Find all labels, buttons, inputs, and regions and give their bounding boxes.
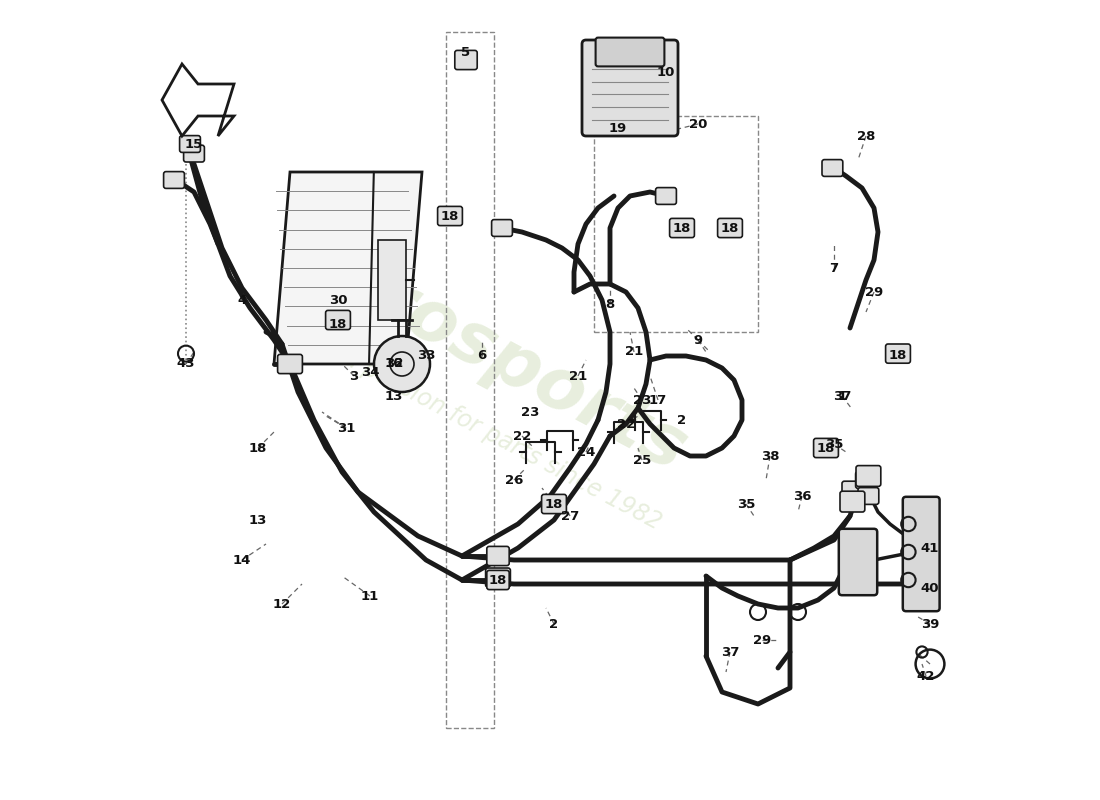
Text: 33: 33 [417,350,436,362]
Text: 37: 37 [720,646,739,658]
Polygon shape [274,172,422,364]
Text: 29: 29 [752,634,771,646]
FancyBboxPatch shape [184,145,205,162]
FancyBboxPatch shape [717,218,743,238]
Text: 31: 31 [337,422,355,434]
Text: 14: 14 [233,554,251,566]
FancyBboxPatch shape [595,38,664,66]
FancyBboxPatch shape [814,438,838,458]
Text: 18: 18 [817,442,835,454]
Text: 28: 28 [857,130,876,142]
Text: 15: 15 [185,138,204,150]
Text: 18: 18 [544,498,563,510]
Text: 21: 21 [569,370,587,382]
FancyBboxPatch shape [541,494,567,514]
FancyBboxPatch shape [492,219,513,237]
Text: 18: 18 [889,350,908,362]
FancyBboxPatch shape [839,529,877,595]
Text: 18: 18 [488,574,507,586]
Text: 22: 22 [513,430,531,442]
FancyBboxPatch shape [326,310,351,330]
Text: 8: 8 [605,298,615,310]
Text: 25: 25 [632,454,651,466]
Text: a passion for parts since 1982: a passion for parts since 1982 [339,346,666,534]
Text: 30: 30 [329,294,348,306]
Text: 35: 35 [737,498,756,510]
Text: 16: 16 [385,358,404,370]
Text: 41: 41 [921,542,939,554]
Text: 26: 26 [505,474,524,486]
FancyBboxPatch shape [656,187,676,204]
Bar [378,240,406,320]
Bar [594,116,758,332]
FancyBboxPatch shape [903,497,939,611]
Text: 38: 38 [761,450,779,462]
Text: 13: 13 [385,390,404,402]
FancyBboxPatch shape [822,159,843,176]
Text: 37: 37 [833,390,851,402]
FancyBboxPatch shape [856,466,881,486]
FancyBboxPatch shape [856,471,877,488]
Text: 7: 7 [829,262,838,274]
Text: 19: 19 [609,122,627,134]
Text: 23: 23 [520,406,539,418]
Text: 23: 23 [632,394,651,406]
Text: 27: 27 [561,510,579,522]
Text: 17: 17 [649,394,667,406]
Text: 3: 3 [350,370,359,382]
Text: 13: 13 [249,514,267,526]
Text: 10: 10 [657,66,675,78]
Text: 4: 4 [238,294,246,306]
Bar [446,32,494,728]
FancyBboxPatch shape [840,491,865,512]
Text: 1: 1 [837,390,847,402]
Text: eurosports: eurosports [274,218,697,486]
Text: 12: 12 [273,598,292,610]
Text: 18: 18 [720,222,739,234]
Text: 35: 35 [825,438,844,450]
Text: 2: 2 [549,618,559,630]
Text: 42: 42 [916,670,935,682]
FancyBboxPatch shape [582,40,678,136]
FancyBboxPatch shape [487,570,509,590]
FancyBboxPatch shape [858,487,879,504]
Text: 20: 20 [689,118,707,130]
Text: 36: 36 [793,490,812,502]
Text: 22: 22 [617,418,635,430]
Text: 21: 21 [625,346,644,358]
Text: 5: 5 [461,46,471,58]
Text: 43: 43 [177,358,196,370]
Text: 29: 29 [865,286,883,298]
Text: 11: 11 [361,590,379,602]
Text: 24: 24 [576,446,595,458]
FancyBboxPatch shape [485,568,510,587]
FancyBboxPatch shape [886,344,911,363]
Text: 18: 18 [329,318,348,330]
Text: 18: 18 [249,442,267,454]
FancyBboxPatch shape [438,206,462,226]
FancyBboxPatch shape [454,50,477,70]
Text: 39: 39 [921,618,939,630]
FancyBboxPatch shape [179,135,200,152]
FancyBboxPatch shape [670,218,694,238]
FancyBboxPatch shape [277,354,302,374]
Polygon shape [162,64,234,136]
Text: 2: 2 [678,414,686,426]
Text: 18: 18 [673,222,691,234]
FancyBboxPatch shape [487,546,509,566]
FancyBboxPatch shape [842,481,862,498]
Circle shape [374,336,430,392]
Text: 34: 34 [361,366,379,378]
Text: 32: 32 [385,358,404,370]
Text: 40: 40 [921,582,939,594]
Text: 6: 6 [477,350,486,362]
Text: 18: 18 [441,210,459,222]
FancyBboxPatch shape [164,171,185,188]
Text: 9: 9 [693,334,703,346]
